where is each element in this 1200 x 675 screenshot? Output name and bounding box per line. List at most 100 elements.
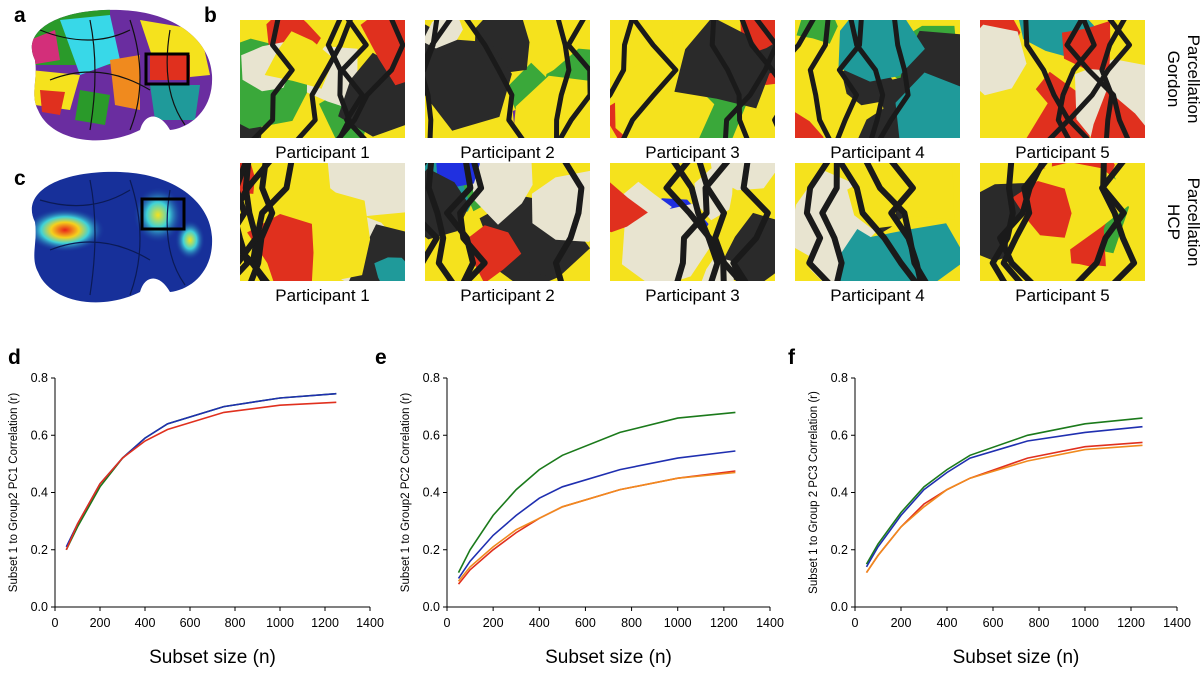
brain-c (31, 171, 213, 303)
y-tick-label: 0.2 (31, 543, 48, 557)
parcel (795, 112, 824, 138)
parcel (469, 163, 533, 225)
x-tick-label: 200 (90, 616, 111, 630)
parcel-patch (610, 163, 775, 281)
y-tick-label: 0.8 (831, 371, 848, 385)
x-tick-label: 200 (891, 616, 912, 630)
parcel-patch (980, 163, 1145, 281)
y-tick-label: 0.2 (831, 543, 848, 557)
fit-line (457, 450, 736, 579)
parcel-border (997, 163, 1046, 281)
x-tick-label: 1200 (710, 616, 738, 630)
parcel-border (552, 163, 585, 281)
x-axis-label: Subset size (n) (545, 647, 672, 668)
parcel (980, 24, 1027, 96)
parcel (425, 39, 512, 131)
y-tick-label: 0.8 (423, 371, 440, 385)
y-tick-label: 0.6 (31, 428, 48, 442)
y-tick-label: 0.8 (31, 371, 48, 385)
parcel-border (807, 20, 832, 138)
parcel-border (444, 163, 476, 281)
parcel (374, 257, 405, 281)
x-tick-label: 1400 (756, 616, 784, 630)
participant-label: Participant 2 (460, 143, 555, 162)
parcel-border (325, 20, 352, 138)
y-axis-label: Subset 1 to Group 2 PC3 Correlation (r) (808, 391, 820, 594)
parcel-border (1055, 20, 1097, 138)
participant-label: Participant 1 (275, 286, 370, 305)
x-axis-label: Subset size (n) (149, 647, 276, 668)
x-tick-label: 400 (135, 616, 156, 630)
parcel-border (837, 163, 919, 281)
parcel-border (989, 163, 1016, 281)
parcel-border (339, 20, 369, 138)
parcel-border (1023, 20, 1071, 138)
participant-label: Participant 1 (275, 143, 370, 162)
row-label: Parcellation (1184, 178, 1200, 267)
parcel-border (730, 163, 771, 281)
x-tick-label: 0 (444, 616, 451, 630)
roi-box (140, 197, 186, 231)
y-tick-label: 0.2 (423, 543, 440, 557)
panel-label: b (204, 4, 217, 27)
fit-line (865, 417, 1143, 565)
row-label: Parcellation (1184, 35, 1200, 124)
parcel-border (696, 163, 745, 281)
x-tick-label: 1400 (356, 616, 384, 630)
y-tick-label: 0.0 (831, 600, 848, 614)
y-tick-label: 0.4 (31, 486, 48, 500)
parcel-patch (610, 20, 775, 138)
y-axis-label: Subset 1 to Group2 PC1 Correlation (r) (8, 393, 20, 593)
x-tick-label: 600 (983, 616, 1004, 630)
parcel-border (248, 163, 276, 281)
x-tick-label: 400 (937, 616, 958, 630)
y-tick-label: 0.0 (31, 600, 48, 614)
fit-line (457, 470, 736, 585)
x-tick-label: 0 (852, 616, 859, 630)
parcel-border (1099, 20, 1127, 138)
parcel (895, 72, 960, 138)
x-tick-label: 600 (575, 616, 596, 630)
y-tick-label: 0.0 (423, 600, 440, 614)
fit-line (65, 392, 337, 551)
participant-label: Participant 4 (830, 143, 925, 162)
y-tick-label: 0.4 (423, 486, 440, 500)
fit-line (865, 425, 1143, 568)
y-tick-label: 0.6 (831, 428, 848, 442)
parcel-border (863, 163, 929, 281)
roi-box (144, 52, 190, 86)
parcel-border (1066, 20, 1132, 138)
x-tick-label: 1000 (1071, 616, 1099, 630)
parcel-border (795, 20, 816, 53)
y-tick-label: 0.4 (831, 486, 848, 500)
fit-line (65, 392, 337, 548)
brain-a (31, 9, 213, 141)
parcel-border (295, 20, 353, 138)
parcel-patch (240, 163, 405, 281)
parcel-border (739, 20, 775, 128)
parcel-patch (795, 20, 960, 138)
parcel (327, 163, 405, 217)
parcel-border (663, 163, 727, 281)
x-tick-label: 800 (1029, 616, 1050, 630)
parcel-border (425, 163, 440, 264)
panel-label: a (14, 4, 26, 27)
x-tick-label: 800 (225, 616, 246, 630)
parcel-border (464, 20, 525, 138)
parcel-border (723, 20, 775, 138)
parcel (610, 182, 648, 233)
participant-label: Participant 5 (1015, 286, 1110, 305)
parcel (614, 54, 715, 138)
parcel (838, 229, 904, 281)
x-tick-label: 400 (529, 616, 550, 630)
parcel-patch (240, 20, 405, 138)
y-axis-label: Subset 1 to Group2 PC2 Correlation (r) (400, 393, 412, 593)
parcel-patch (980, 20, 1145, 138)
x-tick-label: 0 (52, 616, 59, 630)
parcel-border (803, 163, 831, 281)
parcel-border (557, 20, 590, 138)
panel-label: c (14, 167, 26, 190)
parcel-border (819, 163, 845, 281)
participant-label: Participant 5 (1015, 143, 1110, 162)
